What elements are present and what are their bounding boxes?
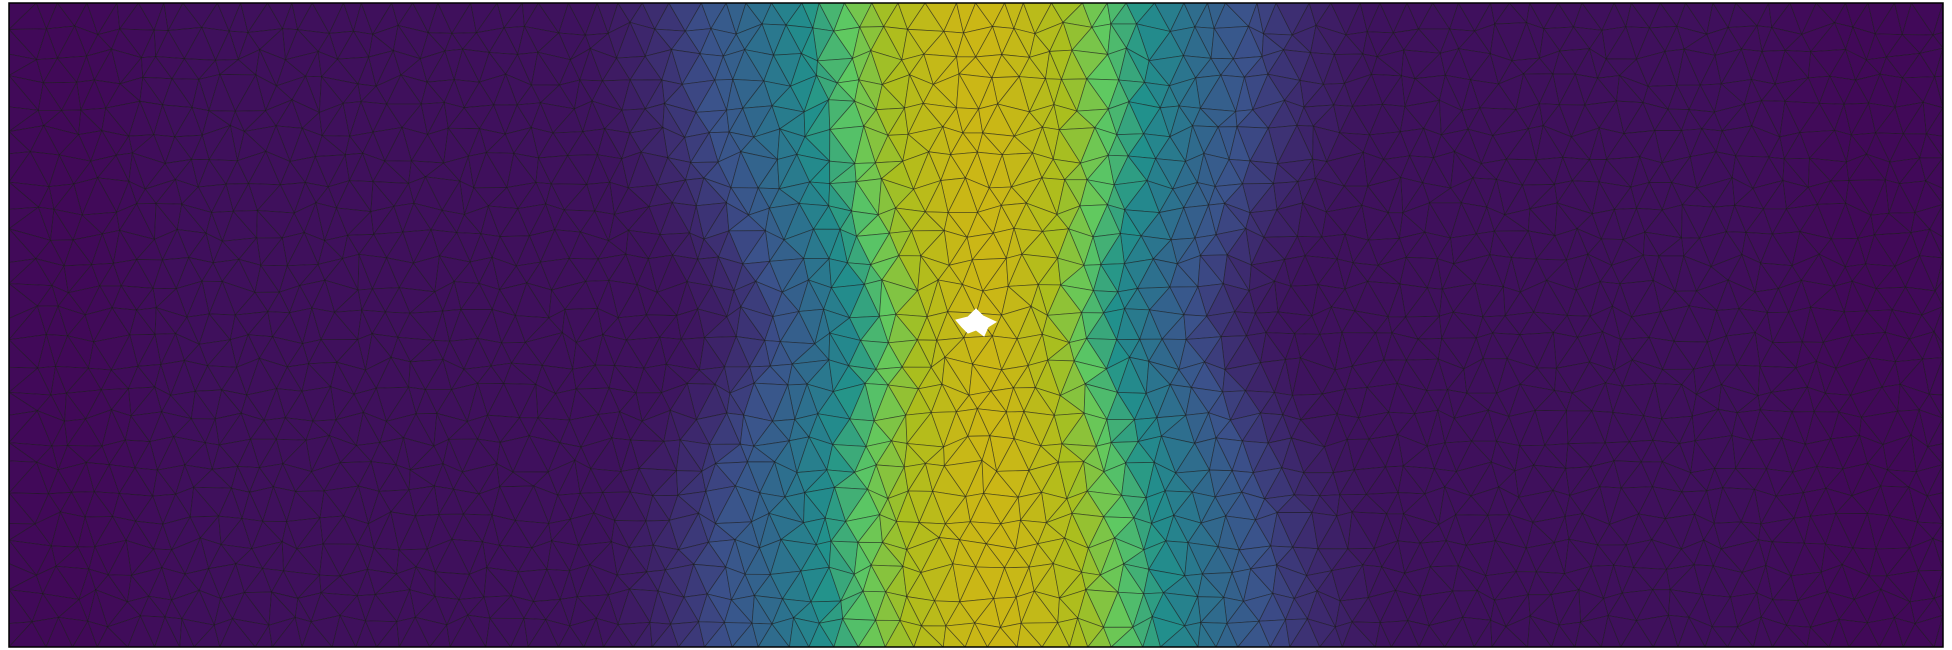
- domain-hole: [955, 308, 998, 337]
- domain-frame: [8, 2, 1944, 648]
- mesh-triangle: [1933, 615, 1943, 647]
- triangular-mesh: [9, 3, 1943, 647]
